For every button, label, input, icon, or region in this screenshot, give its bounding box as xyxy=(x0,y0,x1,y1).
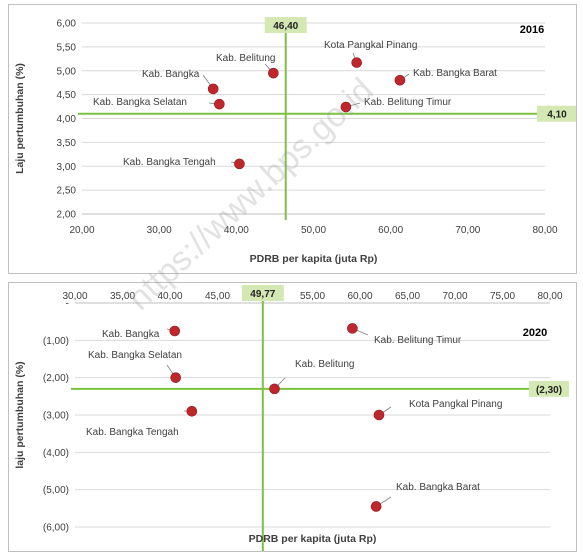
ref-y-label-box-2020 xyxy=(529,380,569,397)
ref-x-label-box-2020 xyxy=(241,285,284,301)
point-label-kota-pangkal-pinang-2016: Kota Pangkal Pinang xyxy=(324,40,417,51)
x-tick-label-2020: 55,00 xyxy=(300,291,325,302)
point-label-kab-belitung-2016: Kab. Belitung xyxy=(216,53,276,64)
year-label-2020: 2020 xyxy=(523,327,547,339)
y-tick-label-2016: 2,00 xyxy=(57,210,77,221)
y-tick-label-2016: 3,00 xyxy=(57,162,77,173)
data-point-kab-belitung-timur-2020 xyxy=(347,323,358,334)
y-tick-label-2020: (4,00) xyxy=(43,448,69,459)
data-point-kab-bangka-selatan-2020 xyxy=(170,372,181,383)
year-label-2016: 2016 xyxy=(520,24,544,36)
x-tick-label-2020: 35,00 xyxy=(110,291,135,302)
point-label-kab-belitung-2020: Kab. Belitung xyxy=(295,359,355,370)
x-tick-label-2016: 40,00 xyxy=(224,225,249,236)
x-tick-label-2020: 70,00 xyxy=(442,291,467,302)
y-tick-label-2020: (2,00) xyxy=(43,373,69,384)
y-tick-label-2016: 5,50 xyxy=(57,42,77,53)
y-tick-label-2016: 4,00 xyxy=(57,114,77,125)
y-tick-label-2016: 5,00 xyxy=(57,66,77,77)
x-tick-label-2016: 50,00 xyxy=(301,225,326,236)
x-tick-label-2020: 60,00 xyxy=(347,291,372,302)
point-label-kab-bangka-barat-2016: Kab. Bangka Barat xyxy=(413,68,497,79)
y-tick-label-2020: - xyxy=(66,299,69,310)
x-tick-label-2016: 80,00 xyxy=(532,225,557,236)
data-point-kab-belitung-timur-2016 xyxy=(340,101,352,113)
y-tick-label-2020: (3,00) xyxy=(43,411,69,422)
point-label-kab-bangka-2020: Kab. Bangka xyxy=(102,329,160,340)
x-tick-label-2020: 45,00 xyxy=(205,291,230,302)
y-tick-label-2020: (1,00) xyxy=(43,336,69,347)
y-axis-title-2020: laju pertumbuhan (%) xyxy=(14,361,26,468)
ref-x-label-2016: 46,40 xyxy=(273,21,298,32)
x-tick-label-2016: 30,00 xyxy=(147,225,172,236)
scatter-chart-2020: - (1,00) (2,00) (3,00) (4,00) (5,00) (6,00) 30,… xyxy=(14,285,569,551)
ref-y-label-2016: 4,10 xyxy=(547,110,567,121)
y-tick-label-2016: 3,50 xyxy=(57,138,77,149)
point-label-kab-bangka-tengah-2020: Kab. Bangka Tengah xyxy=(86,427,179,438)
y-tick-label-2016: 2,50 xyxy=(57,186,77,197)
y-tick-label-2016: 6,00 xyxy=(57,19,77,30)
point-label-kab-bangka-selatan-2016: Kab. Bangka Selatan xyxy=(93,97,187,108)
point-label-kota-pangkal-pinang-2020: Kota Pangkal Pinang xyxy=(409,399,502,410)
y-axis-title-2016: Laju pertumbuhan (%) xyxy=(14,63,26,174)
chart-panel-2020: - (1,00) (2,00) (3,00) (4,00) (5,00) (6,00) 30,… xyxy=(8,282,577,552)
point-label-kab-belitung-timur-2016: Kab. Belitung Timur xyxy=(364,97,452,108)
data-point-kab-bangka-tengah-2016 xyxy=(234,158,245,170)
data-point-kota-pangkal-pinang-2020 xyxy=(373,409,385,421)
x-axis-title-2016: PDRB per kapita (juta Rp) xyxy=(250,253,378,265)
data-point-kab-belitung-2020 xyxy=(269,383,280,395)
data-point-kab-bangka-barat-2020 xyxy=(370,501,382,512)
data-point-kab-belitung-2016 xyxy=(268,67,279,79)
ref-x-label-box-2016 xyxy=(264,17,307,33)
ref-y-label-2020: (2,30) xyxy=(536,385,562,396)
point-label-kab-belitung-timur-2020: Kab. Belitung Timur xyxy=(374,335,462,346)
x-axis-title-2020: PDRB per kapita (juta Rp) xyxy=(249,533,377,545)
data-point-kota-pangkal-pinang-2016 xyxy=(351,57,363,68)
y-tick-label-2016: 4,50 xyxy=(57,90,77,101)
ref-y-label-box-2016 xyxy=(537,105,576,122)
point-label-kab-bangka-selatan-2020: Kab. Bangka Selatan xyxy=(88,350,182,361)
point-label-kab-bangka-tengah-2016: Kab. Bangka Tengah xyxy=(123,157,216,168)
y-tick-label-2020: (6,00) xyxy=(43,523,69,534)
scatter-chart-2016: 2,00 2,50 3,00 3,50 4,00 4,50 5,00 5,50 6,00 20,0… xyxy=(14,17,576,265)
data-point-kab-bangka-tengah-2020 xyxy=(186,405,198,417)
x-tick-label-2016: 20,00 xyxy=(69,225,94,236)
point-label-kab-bangka-barat-2020: Kab. Bangka Barat xyxy=(396,482,480,493)
data-point-kab-bangka-2020 xyxy=(169,325,181,337)
x-tick-label-2016: 70,00 xyxy=(455,225,480,236)
x-tick-label-2020: 65,00 xyxy=(395,291,420,302)
ref-x-label-2020: 49,77 xyxy=(250,289,275,300)
chart-panel-2016: 2,00 2,50 3,00 3,50 4,00 4,50 5,00 5,50 6,00 20,0… xyxy=(8,4,577,274)
x-tick-label-2020: 40,00 xyxy=(157,291,182,302)
data-point-kab-bangka-2016 xyxy=(207,83,219,95)
x-tick-label-2020: 30,00 xyxy=(62,291,87,302)
x-tick-label-2016: 60,00 xyxy=(378,225,403,236)
data-point-kab-bangka-barat-2016 xyxy=(394,75,406,86)
x-tick-label-2020: 75,00 xyxy=(490,291,515,302)
y-tick-label-2020: (5,00) xyxy=(43,485,69,496)
x-tick-label-2020: 80,00 xyxy=(537,291,562,302)
data-point-kab-bangka-selatan-2016 xyxy=(214,98,225,110)
point-label-kab-bangka-2016: Kab. Bangka xyxy=(142,69,200,80)
